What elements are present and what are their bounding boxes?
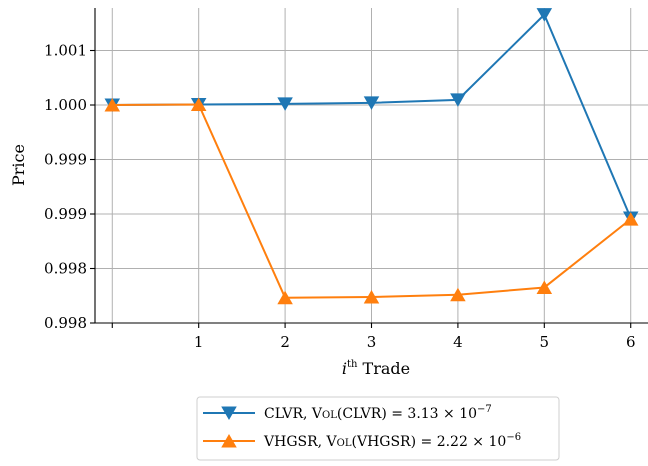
legend-label-part: Vol bbox=[311, 406, 337, 422]
series-vhgsr bbox=[104, 97, 639, 305]
x-tick-label: 5 bbox=[540, 333, 550, 351]
legend-marker bbox=[221, 433, 237, 448]
legend-label-part: −6 bbox=[506, 432, 521, 443]
data-point-marker bbox=[450, 93, 466, 107]
data-point-marker bbox=[104, 98, 121, 112]
data-point-marker bbox=[450, 287, 466, 302]
x-tick-label: 3 bbox=[367, 333, 377, 351]
legend-item-vhgsr: VHGSR, Vol(VHGSR) = 2.22 × 10−6 bbox=[203, 432, 521, 450]
data-point-marker bbox=[363, 96, 380, 110]
x-tick-label: 2 bbox=[280, 333, 290, 351]
data-point-marker bbox=[277, 290, 293, 305]
y-tick-label: 0.998 bbox=[44, 314, 87, 332]
series bbox=[104, 8, 639, 305]
x-axis-label-rest: Trade bbox=[357, 359, 410, 378]
legend-box bbox=[196, 396, 560, 461]
data-point-marker bbox=[622, 212, 639, 226]
data-point-marker bbox=[190, 97, 207, 111]
y-tick-label: 1.000 bbox=[44, 96, 87, 114]
legend-label-part: CLVR, bbox=[264, 406, 312, 422]
legend-label-part: (VHGSR) = 2.22 × 10 bbox=[352, 434, 507, 450]
legend-label-part: VHGSR, bbox=[263, 434, 327, 450]
legend-label-part: −7 bbox=[477, 404, 492, 415]
y-tick-label: 0.999 bbox=[44, 151, 87, 169]
legend-label-part: Vol bbox=[326, 434, 352, 450]
legend-label: VHGSR, Vol(VHGSR) = 2.22 × 10−6 bbox=[263, 432, 521, 450]
axes bbox=[90, 8, 648, 328]
x-axis-label-sup: th bbox=[347, 359, 358, 370]
y-tick-label: 0.998 bbox=[44, 260, 87, 278]
data-point-marker bbox=[363, 290, 380, 304]
y-axis-label: Price bbox=[9, 144, 28, 186]
legend-item-clvr: CLVR, Vol(CLVR) = 3.13 × 10−7 bbox=[203, 404, 492, 422]
x-tick-label: 1 bbox=[194, 333, 204, 351]
x-tick-label: 6 bbox=[626, 333, 636, 351]
grid bbox=[95, 8, 648, 324]
legend-marker bbox=[221, 406, 237, 421]
data-point-marker bbox=[277, 97, 293, 111]
legend-label: CLVR, Vol(CLVR) = 3.13 × 10−7 bbox=[264, 404, 492, 422]
tick-labels: 1 2 3 4 5 6 0.998 0.998 0.999 0.999 1.000 1.001 bbox=[44, 42, 635, 351]
data-point-marker bbox=[536, 8, 553, 22]
data-point-marker bbox=[536, 280, 553, 294]
y-tick-label: 0.999 bbox=[44, 205, 87, 223]
y-tick-label: 1.001 bbox=[44, 42, 87, 60]
legend-label-part: (CLVR) = 3.13 × 10 bbox=[337, 406, 477, 422]
x-tick-label: 4 bbox=[453, 333, 463, 351]
x-axis-label-var: i bbox=[342, 359, 347, 378]
x-axis-label: ith Trade bbox=[342, 359, 410, 378]
